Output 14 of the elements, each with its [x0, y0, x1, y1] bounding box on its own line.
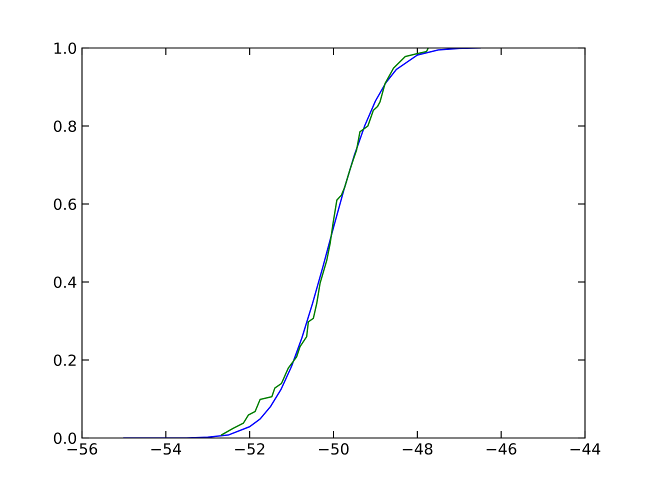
- x-tick-label: −46: [486, 443, 516, 455]
- y-tick-label: 1.0: [54, 42, 76, 54]
- x-tick-label: −48: [402, 443, 432, 455]
- y-tick-label: 0.8: [54, 120, 76, 132]
- x-tick-label: −52: [235, 443, 264, 455]
- y-tick-label: 0.2: [54, 354, 76, 366]
- y-tick-label: 0.4: [54, 276, 76, 288]
- x-tick-label: −50: [318, 443, 349, 455]
- line-series: [220, 48, 429, 436]
- y-tick-label: 0.0: [54, 432, 76, 444]
- x-tick-label: −54: [151, 443, 182, 455]
- x-tick-label: −56: [67, 443, 98, 455]
- x-tick-label: −44: [570, 443, 600, 454]
- y-tick-label: 0.6: [54, 198, 76, 210]
